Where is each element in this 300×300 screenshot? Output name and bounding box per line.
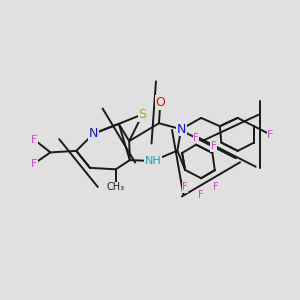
Text: CH₃: CH₃ bbox=[107, 182, 125, 192]
Text: F: F bbox=[182, 182, 188, 192]
Text: NH: NH bbox=[145, 156, 161, 166]
Text: N: N bbox=[89, 127, 98, 140]
Text: F: F bbox=[198, 190, 204, 200]
Text: F: F bbox=[267, 130, 274, 140]
Text: O: O bbox=[155, 96, 165, 109]
Text: F: F bbox=[211, 141, 216, 152]
Text: N: N bbox=[176, 123, 186, 136]
Text: F: F bbox=[214, 182, 219, 192]
Text: F: F bbox=[31, 159, 37, 169]
Text: F: F bbox=[31, 135, 37, 145]
Text: F: F bbox=[193, 133, 199, 142]
Text: S: S bbox=[139, 108, 147, 121]
